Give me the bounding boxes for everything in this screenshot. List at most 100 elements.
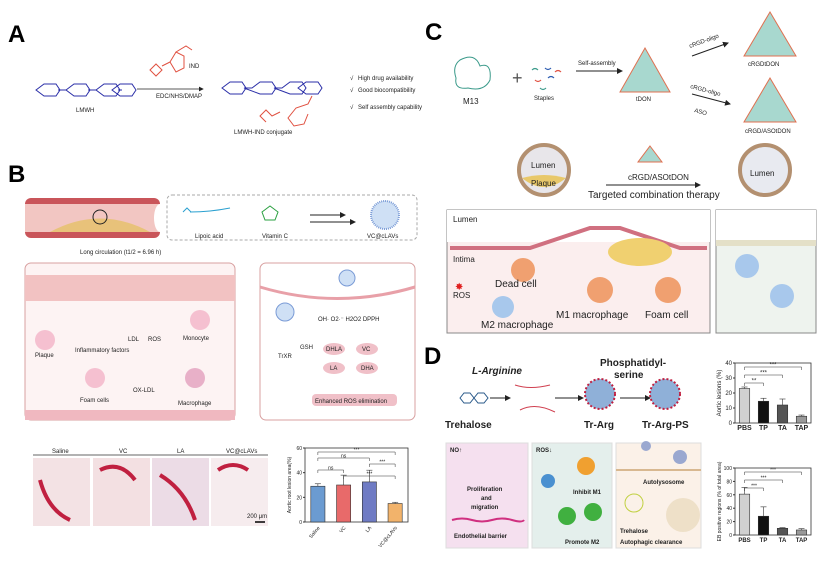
autophagic-label: Autophagic clearance <box>620 540 683 546</box>
tdon-label: tDON <box>636 97 651 103</box>
m2-label: M2 macrophage <box>481 320 554 331</box>
significance-bracket <box>744 487 764 491</box>
la-label: LA <box>330 366 337 372</box>
significance-label: *** <box>760 371 768 377</box>
staples-icon <box>531 67 562 91</box>
ros-species-label: OH· O2·⁻ H2O2 DPPH <box>318 317 380 323</box>
vitamin-c-label: Vitamin C <box>262 234 289 240</box>
dead-cell-label: Dead cell <box>495 279 537 290</box>
tr-arg-ps-label: Tr-Arg-PS <box>642 420 689 431</box>
y-tick-label: 40 <box>726 506 732 512</box>
promote-m2-label: Promote M2 <box>565 540 600 546</box>
dha-label: DHA <box>361 366 374 372</box>
trehalose-label: Trehalose <box>445 420 492 431</box>
significance-label: *** <box>366 472 372 478</box>
scale-bar-label: 200 μm <box>247 514 267 520</box>
ros-label: ROS <box>453 291 470 300</box>
artery-after: Lumen <box>738 143 792 197</box>
x-tick-label: TP <box>759 425 768 432</box>
ps-label-line2: serine <box>614 370 644 381</box>
crgd-tdon-icon <box>743 11 797 57</box>
crgd-aso-arrow <box>691 93 731 106</box>
ind-structure <box>149 45 193 77</box>
bar-pbs <box>738 493 751 536</box>
vitamin-c-structure <box>261 205 279 221</box>
y-axis-label: EB positive regions (% of total area) <box>717 461 723 541</box>
panel-b: B Lipoic acid Vitamin C VC@cLAVs Long ci… <box>8 161 418 549</box>
check-icon: √ <box>350 87 354 94</box>
significance-label: *** <box>751 484 757 490</box>
histology-images: Saline VC LA VC@cLAVs 200 μm <box>33 449 268 526</box>
x-tick-label: PBS <box>738 538 750 544</box>
vesicle-icon <box>370 200 400 230</box>
x-tick-label: TP <box>760 538 768 544</box>
y-tick-label: 100 <box>724 466 733 472</box>
y-tick-label: 20 <box>725 391 732 397</box>
significance-label: *** <box>379 460 385 466</box>
bar-pbs <box>738 388 751 424</box>
crgd-label-2: cRGD-oligo <box>689 84 721 98</box>
conditions-label: EDC/NHS/DMAP <box>156 94 202 100</box>
blood-vessel-illustration <box>25 198 166 238</box>
gsh-label: GSH <box>300 345 313 351</box>
m13-label: M13 <box>463 97 479 106</box>
y-tick-label: 10 <box>725 406 732 412</box>
y-tick-label: 80 <box>726 479 732 485</box>
therapy-tdon-icon <box>637 145 663 163</box>
tr-arg-particle <box>584 378 616 410</box>
aso-label: ASO <box>693 108 707 117</box>
crgd-aso-tdon-label: cRGD/ASOtDON <box>745 129 791 135</box>
y-tick-label: 20 <box>726 520 732 526</box>
significance-bracket <box>744 366 802 370</box>
panel-label-c: C <box>425 19 442 46</box>
histology-label: VC <box>119 449 128 455</box>
plot-frame <box>734 467 812 536</box>
y-tick-label: 30 <box>725 376 732 382</box>
macrophage-cell <box>185 368 205 388</box>
ros-down-label: ROS↓ <box>536 448 552 454</box>
inflammatory-label: Inflammatory factors <box>75 348 129 354</box>
plaque-mechanism-box: LDL ROS Monocyte Plaque Inflammatory fac… <box>24 262 236 421</box>
plaque-label: Plaque <box>35 353 54 359</box>
therapy-label: Targeted combination therapy <box>588 190 720 201</box>
m1-macrophage-icon <box>587 277 613 303</box>
dhla-label: DHLA <box>326 347 342 353</box>
box1-text: and <box>481 496 492 502</box>
ros-elimination-box: OH· O2·⁻ H2O2 DPPH GSH TrXR DHLA VC LA D… <box>259 262 416 421</box>
box1-text: Proliferation <box>467 487 503 493</box>
significance-bracket <box>317 457 370 461</box>
tr-arg-label: Tr-Arg <box>584 420 614 431</box>
benefit-item: Good biocompatibility <box>358 88 415 94</box>
y-tick-label: 0 <box>729 533 732 539</box>
panel-label-b: B <box>8 161 25 188</box>
x-tick-label: TAP <box>796 538 808 544</box>
monocyte-cell <box>190 310 210 330</box>
significance-bracket <box>317 469 344 473</box>
significance-label: *** <box>770 468 776 474</box>
y-tick-label: 40 <box>296 471 302 477</box>
panel-c: C M13 + Staples Self-assembly tDON cRGD-… <box>425 11 817 334</box>
m2-macrophage-icon <box>492 296 514 318</box>
y-tick-label: 0 <box>729 421 733 427</box>
bar-vc <box>336 484 352 523</box>
significance-bracket <box>343 475 396 479</box>
x-tick-label: TA <box>778 425 787 432</box>
benefit-item: Self assembly capability <box>358 105 422 111</box>
bar-tp <box>757 400 770 424</box>
autophagy-box: Autolysosome Trehalose Autophagic cleara… <box>615 441 702 549</box>
significance-label: ** <box>752 379 757 385</box>
plaque-label: Plaque <box>531 179 556 188</box>
trxr-label: TrXR <box>278 354 292 360</box>
oxldl-label: OX-LDL <box>133 388 155 394</box>
histology-label: LA <box>177 449 184 455</box>
lumen-label-after: Lumen <box>750 169 774 178</box>
significance-label: *** <box>769 363 777 369</box>
artery-before: Lumen Plaque <box>517 143 571 197</box>
ros-icon: ✸ <box>455 282 463 293</box>
intima-label: Intima <box>453 255 475 264</box>
panel-d: D L-Arginine Phosphatidyl- serine Trehal… <box>424 343 812 549</box>
lipoic-acid-label: Lipoic acid <box>195 234 223 240</box>
ps-label-line1: Phosphatidyl- <box>600 358 666 369</box>
